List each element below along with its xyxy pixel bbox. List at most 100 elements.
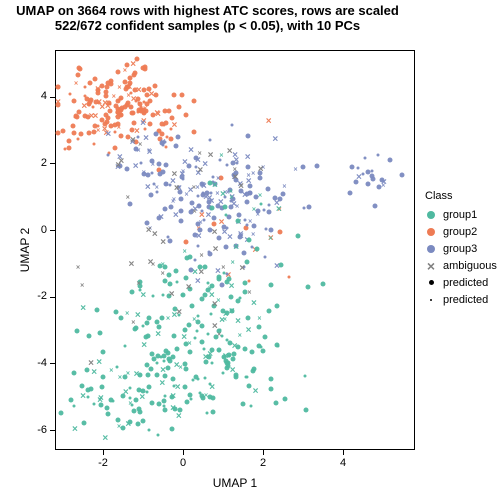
scatter-point xyxy=(162,374,167,379)
scatter-point xyxy=(220,334,223,337)
scatter-point xyxy=(188,393,193,398)
scatter-point: × xyxy=(229,307,235,317)
legend-swatch: × xyxy=(425,260,437,272)
scatter-point xyxy=(228,340,233,345)
scatter-point: × xyxy=(175,383,181,393)
scatter-point: × xyxy=(244,236,250,246)
scatter-point xyxy=(221,308,226,313)
scatter-point xyxy=(167,357,172,362)
scatter-point xyxy=(55,85,60,90)
scatter-point: × xyxy=(148,258,154,268)
scatter-point: × xyxy=(232,151,238,161)
scatter-point xyxy=(137,110,140,113)
legend-item: predicted xyxy=(425,291,497,308)
scatter-point xyxy=(130,111,135,116)
scatter-point xyxy=(217,329,222,334)
scatter-point xyxy=(129,128,134,133)
scatter-point xyxy=(189,303,194,308)
scatter-point xyxy=(353,179,358,184)
scatter-point xyxy=(167,108,172,113)
scatter-point xyxy=(229,294,234,299)
scatter-point: × xyxy=(209,383,215,393)
scatter-point xyxy=(230,123,233,126)
scatter-point xyxy=(141,171,146,176)
scatter-point xyxy=(131,403,134,406)
scatter-point xyxy=(163,265,168,270)
scatter-point: × xyxy=(245,153,251,163)
scatter-point: × xyxy=(158,213,164,223)
scatter-point: × xyxy=(216,297,220,304)
scatter-point xyxy=(321,281,326,286)
scatter-point xyxy=(233,372,238,377)
scatter-point: × xyxy=(212,322,218,332)
scatter-point: × xyxy=(148,225,152,232)
scatter-point: × xyxy=(131,319,135,326)
scatter-point xyxy=(364,156,367,159)
scatter-point xyxy=(136,107,141,112)
scatter-point xyxy=(207,333,210,336)
scatter-point: × xyxy=(96,358,102,368)
scatter-point xyxy=(123,104,128,109)
scatter-point xyxy=(170,127,173,130)
scatter-point xyxy=(77,109,82,114)
scatter-point xyxy=(160,170,165,175)
scatter-point xyxy=(180,93,185,98)
scatter-point xyxy=(141,110,146,115)
scatter-point: × xyxy=(209,291,215,301)
scatter-point xyxy=(144,321,149,326)
scatter-point xyxy=(233,374,238,379)
scatter-point xyxy=(241,250,246,255)
scatter-point: × xyxy=(251,299,257,309)
scatter-point xyxy=(103,89,108,94)
scatter-point xyxy=(112,145,117,150)
scatter-point xyxy=(217,347,222,352)
scatter-point xyxy=(148,428,151,431)
scatter-point xyxy=(169,183,172,186)
scatter-point: × xyxy=(223,310,229,320)
scatter-point xyxy=(244,192,249,197)
scatter-point: × xyxy=(229,282,235,292)
scatter-point xyxy=(226,277,231,282)
scatter-point xyxy=(162,124,165,127)
scatter-point: × xyxy=(235,203,239,210)
scatter-point xyxy=(141,107,146,112)
scatter-point xyxy=(226,361,231,366)
scatter-point xyxy=(207,227,212,232)
scatter-point xyxy=(210,207,213,210)
scatter-point: × xyxy=(261,164,265,171)
scatter-point: × xyxy=(176,412,182,422)
scatter-point: × xyxy=(198,268,204,278)
scatter-point xyxy=(187,350,192,355)
scatter-point xyxy=(218,176,223,181)
scatter-point xyxy=(380,177,385,182)
scatter-point xyxy=(106,100,111,105)
scatter-point: × xyxy=(80,283,84,290)
scatter-point: × xyxy=(252,206,256,213)
scatter-point: × xyxy=(117,153,123,163)
scatter-point xyxy=(305,285,310,290)
scatter-point xyxy=(210,192,213,195)
scatter-point xyxy=(104,93,109,98)
scatter-point xyxy=(223,245,228,250)
scatter-point xyxy=(315,164,320,169)
scatter-point: × xyxy=(219,152,223,159)
scatter-point: × xyxy=(112,93,116,100)
scatter-point xyxy=(104,84,109,89)
scatter-point xyxy=(104,112,109,117)
scatter-point: × xyxy=(76,265,80,272)
scatter-point xyxy=(163,405,166,408)
scatter-point xyxy=(109,123,114,128)
scatter-point xyxy=(127,76,132,81)
scatter-point xyxy=(304,408,309,413)
scatter-point xyxy=(152,84,157,89)
scatter-point: × xyxy=(155,185,159,192)
scatter-point xyxy=(144,220,149,225)
scatter-point xyxy=(219,283,224,288)
scatter-point: × xyxy=(215,267,221,277)
scatter-point: × xyxy=(248,218,252,225)
scatter-point xyxy=(127,201,132,206)
scatter-point: × xyxy=(212,228,218,238)
scatter-point xyxy=(132,409,137,414)
scatter-point: × xyxy=(118,375,122,382)
scatter-point xyxy=(150,351,155,356)
